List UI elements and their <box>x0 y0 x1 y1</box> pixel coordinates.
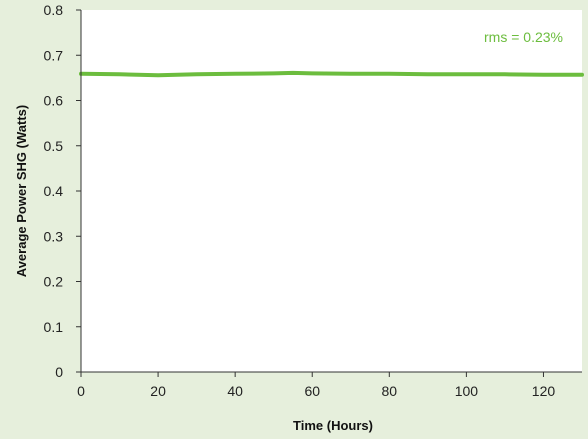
x-tick-label: 0 <box>77 383 85 399</box>
y-tick-label: 0.1 <box>44 319 64 335</box>
annotation-rms: rms = 0.23% <box>484 29 563 45</box>
x-tick-label: 20 <box>150 383 166 399</box>
y-tick-label: 0.6 <box>44 93 64 109</box>
y-tick-label: 0.3 <box>44 228 64 244</box>
series-layer <box>79 70 584 78</box>
x-tick-label: 120 <box>532 383 556 399</box>
y-ticks: 0 0.1 0.2 0.3 0.4 0.5 0.6 0.7 0.8 <box>44 2 81 380</box>
x-axis-title: Time (Hours) <box>293 418 373 433</box>
y-tick-label: 0.4 <box>44 183 64 199</box>
y-tick-label: 0 <box>55 364 63 380</box>
y-axis-title: Average Power SHG (Watts) <box>14 105 29 277</box>
x-tick-label: 40 <box>227 383 243 399</box>
x-ticks: 0 20 40 60 80 100 120 <box>77 372 555 399</box>
y-tick-label: 0.8 <box>44 2 64 18</box>
x-tick-label: 100 <box>455 383 479 399</box>
y-tick-label: 0.5 <box>44 138 64 154</box>
series-line <box>79 70 584 78</box>
y-tick-label: 0.7 <box>44 47 64 63</box>
y-tick-label: 0.2 <box>44 274 64 290</box>
plot-area <box>81 10 582 372</box>
x-tick-label: 80 <box>382 383 398 399</box>
x-tick-label: 60 <box>304 383 320 399</box>
